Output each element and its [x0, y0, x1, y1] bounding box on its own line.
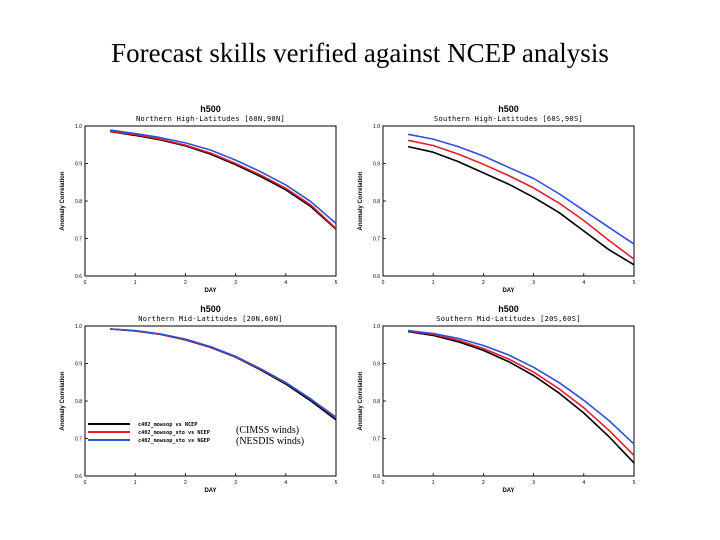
y-tick-label: 0.7: [75, 237, 82, 243]
x-tick-label: 2: [482, 480, 485, 486]
x-tick-label: 5: [335, 480, 338, 486]
chart-title: h500: [498, 104, 519, 114]
y-tick-label: 0.6: [373, 474, 380, 480]
chart-subtitle: Northern Mid-Latitudes [20N,60N]: [138, 315, 282, 323]
plot-frame: [382, 125, 635, 277]
y-tick-label: 0.9: [75, 362, 82, 368]
x-tick-label: 2: [482, 280, 485, 286]
annotation-nesdis: (NESDIS winds): [236, 436, 305, 447]
x-axis-label: DAY: [502, 488, 514, 494]
series-line-1: [407, 145, 635, 266]
legend-label: c402_mowsop_sto vs NCEP: [138, 430, 210, 436]
series-line-2: [407, 330, 635, 456]
x-axis-label: DAY: [204, 288, 216, 294]
y-tick-label: 0.6: [373, 274, 380, 280]
y-tick-label: 0.8: [75, 399, 82, 405]
series-line-3: [407, 133, 635, 245]
x-axis-label: DAY: [204, 488, 216, 494]
y-tick-label: 0.9: [373, 162, 380, 168]
x-tick-label: 3: [532, 280, 535, 286]
chart-title: h500: [200, 304, 221, 314]
x-tick-label: 4: [284, 480, 287, 486]
x-tick-label: 0: [382, 280, 385, 286]
chart-subtitle: Southern High-Latitudes [60S,90S]: [434, 115, 583, 123]
y-tick-label: 0.6: [75, 274, 82, 280]
y-tick-label: 0.7: [373, 437, 380, 443]
y-tick-label: 0.8: [373, 199, 380, 205]
x-tick-label: 0: [382, 480, 385, 486]
x-axis-label: DAY: [502, 288, 514, 294]
x-tick-label: 1: [134, 280, 137, 286]
series-line-2: [109, 130, 337, 229]
x-tick-label: 1: [432, 480, 435, 486]
x-tick-label: 3: [234, 480, 237, 486]
y-tick-label: 0.7: [373, 237, 380, 243]
y-axis-label: Anomaly Correlation: [358, 371, 364, 430]
x-tick-label: 1: [134, 480, 137, 486]
series-line-3: [408, 329, 635, 445]
y-tick-label: 0.8: [75, 199, 82, 205]
y-tick-label: 1.0: [75, 324, 82, 330]
x-tick-label: 4: [582, 280, 585, 286]
x-tick-label: 0: [84, 280, 87, 286]
legend-label: c402_mowsop_sto vs NGEP: [138, 438, 210, 444]
chart-title: h500: [200, 104, 221, 114]
x-tick-label: 2: [184, 480, 187, 486]
x-tick-label: 4: [284, 280, 287, 286]
plot-frame: [84, 325, 337, 477]
chart-subtitle: Southern Mid-Latitudes [20S,60S]: [436, 315, 580, 323]
x-tick-label: 5: [335, 280, 338, 286]
annotation-cimss: (CIMSS winds): [236, 425, 300, 436]
legend-label: c402_mowsop vs NCEP: [138, 422, 197, 428]
chart-title: h500: [498, 304, 519, 314]
x-tick-label: 1: [432, 280, 435, 286]
y-tick-label: 0.9: [75, 162, 82, 168]
y-axis-label: Anomaly Correlation: [60, 171, 66, 230]
x-tick-label: 3: [532, 480, 535, 486]
y-tick-label: 0.7: [75, 437, 82, 443]
x-tick-label: 5: [633, 480, 636, 486]
y-tick-label: 1.0: [75, 124, 82, 130]
y-axis-label: Anomaly Correlation: [60, 371, 66, 430]
y-tick-label: 1.0: [373, 324, 380, 330]
series-line-2: [407, 139, 635, 260]
series-line-3: [110, 328, 337, 419]
y-tick-label: 1.0: [373, 124, 380, 130]
plot-frame: [84, 125, 337, 277]
chart-subtitle: Northern High-Latitudes [60N,90N]: [136, 115, 285, 123]
plot-frame: [382, 325, 635, 477]
slide-title: Forecast skills verified against NCEP an…: [111, 38, 609, 68]
y-tick-label: 0.8: [373, 399, 380, 405]
x-tick-label: 3: [234, 280, 237, 286]
x-tick-label: 2: [184, 280, 187, 286]
series-line-3: [109, 129, 337, 225]
x-tick-label: 5: [633, 280, 636, 286]
x-tick-label: 4: [582, 480, 585, 486]
series-line-1: [407, 330, 635, 464]
x-tick-label: 0: [84, 480, 87, 486]
y-axis-label: Anomaly Correlation: [358, 171, 364, 230]
y-tick-label: 0.9: [373, 362, 380, 368]
y-tick-label: 0.6: [75, 474, 82, 480]
